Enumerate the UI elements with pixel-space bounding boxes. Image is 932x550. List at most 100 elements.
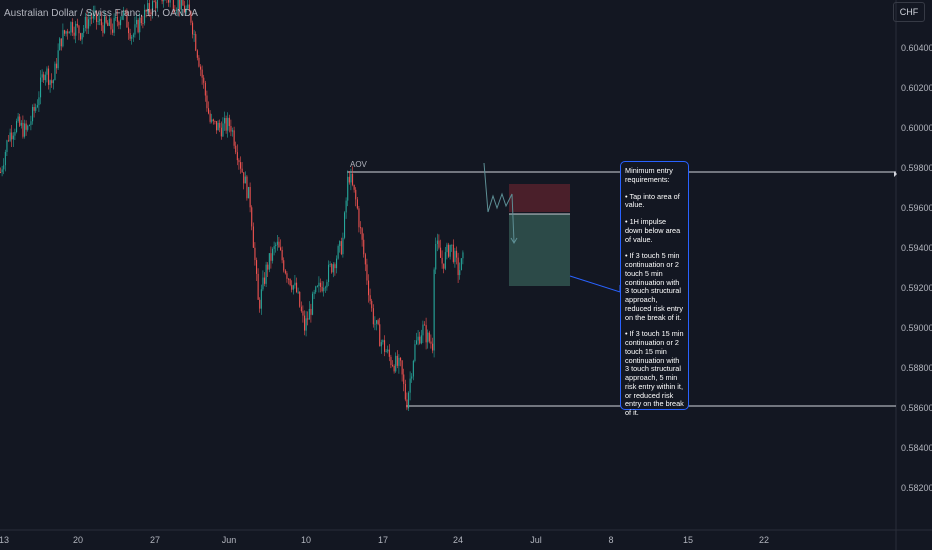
candle-body	[294, 282, 296, 286]
candle-body	[174, 10, 176, 11]
candle-body	[244, 176, 246, 184]
candle-body	[398, 357, 400, 366]
candle-body	[38, 97, 40, 106]
candle-body	[49, 80, 51, 85]
candle-body	[80, 33, 82, 40]
candle-body	[390, 356, 392, 366]
candle-body	[246, 176, 248, 199]
candle-body	[9, 132, 11, 141]
candle-body	[416, 340, 418, 345]
candle-body	[30, 121, 32, 126]
candle-body	[428, 332, 430, 342]
candle-body	[179, 0, 181, 10]
y-tick-label: 0.60000	[901, 123, 932, 133]
candle-body	[142, 23, 144, 24]
candle-body	[48, 68, 50, 85]
y-tick-label: 0.59400	[901, 243, 932, 253]
candle-body	[161, 0, 163, 2]
candle-body	[148, 3, 150, 13]
candle-body	[276, 241, 278, 245]
candle-body	[52, 80, 54, 84]
candle-body	[396, 355, 398, 366]
candle-body	[35, 107, 37, 111]
candle-body	[318, 282, 320, 287]
candle-body	[206, 95, 208, 109]
candle-body	[214, 121, 216, 122]
x-tick-label: 27	[150, 535, 160, 545]
candle-body	[300, 306, 302, 312]
y-tick-label: 0.58200	[901, 483, 932, 493]
candle-body	[259, 299, 261, 309]
candle-body	[310, 308, 312, 315]
candle-body	[350, 173, 352, 183]
candle-body	[273, 246, 275, 249]
candle-body	[155, 1, 157, 9]
candle-body	[368, 280, 370, 296]
candle-body	[17, 116, 19, 121]
candle-body	[75, 23, 77, 36]
note-callout[interactable]: Minimum entry requirements: • Tap into a…	[620, 161, 689, 417]
candle-body	[232, 130, 234, 132]
candle-body	[460, 258, 462, 271]
candle-body	[404, 383, 406, 400]
candle-body	[240, 162, 242, 169]
candle-body	[188, 4, 190, 12]
candle-body	[278, 241, 280, 248]
symbol-title: Australian Dollar / Swiss Franc, 1h, OAN…	[4, 8, 198, 19]
candle-body	[176, 9, 178, 11]
candle-body	[241, 168, 243, 173]
candle-body	[299, 291, 301, 307]
candle-body	[254, 247, 256, 261]
candle-body	[379, 324, 381, 347]
candle-body	[340, 241, 342, 255]
candle-body	[392, 365, 394, 366]
candle-body	[408, 392, 410, 409]
take-profit-zone	[509, 214, 570, 286]
aov-label: AOV	[350, 160, 368, 169]
candle-body	[459, 270, 461, 276]
candle-body	[88, 19, 90, 29]
candle-body	[54, 63, 56, 81]
candle-body	[302, 311, 304, 316]
candle-body	[264, 277, 266, 284]
candle-body	[323, 287, 325, 292]
currency-button[interactable]: CHF	[893, 2, 925, 22]
candle-body	[419, 336, 421, 344]
candle-body	[440, 247, 442, 258]
candle-body	[286, 273, 288, 279]
candle-body	[332, 264, 334, 273]
candle-body	[446, 244, 448, 253]
note-paragraph: • If 3 touch 15 min continuation or 2 to…	[625, 329, 686, 417]
candle-body	[369, 295, 371, 301]
candle-body	[163, 0, 165, 2]
candle-body	[224, 118, 226, 124]
candle-body	[345, 200, 347, 213]
candle-body	[281, 250, 283, 261]
candle-body	[86, 17, 88, 29]
candle-body	[62, 30, 64, 47]
candle-body	[147, 3, 149, 12]
candle-body	[73, 32, 75, 36]
candle-body	[377, 320, 379, 325]
candle-body	[217, 122, 219, 131]
candle-body	[200, 66, 202, 70]
candle-body	[97, 21, 99, 22]
candle-body	[380, 342, 382, 347]
candle-body	[182, 0, 184, 6]
candle-body	[432, 343, 434, 351]
y-tick-label: 0.59600	[901, 203, 932, 213]
candle-body	[193, 34, 195, 35]
candle-body	[328, 264, 330, 283]
candle-body	[60, 38, 62, 47]
note-paragraph: • If 3 touch 5 min continuation or 2 tou…	[625, 251, 686, 322]
candle-body	[36, 105, 38, 108]
candle-body	[144, 9, 146, 24]
candle-body	[12, 135, 14, 140]
candle-body	[292, 285, 294, 290]
candle-body	[422, 324, 424, 336]
candle-body	[72, 22, 74, 33]
candle-body	[64, 30, 66, 34]
note-paragraph: • Tap into area of value.	[625, 191, 682, 210]
x-tick-label: 17	[378, 535, 388, 545]
